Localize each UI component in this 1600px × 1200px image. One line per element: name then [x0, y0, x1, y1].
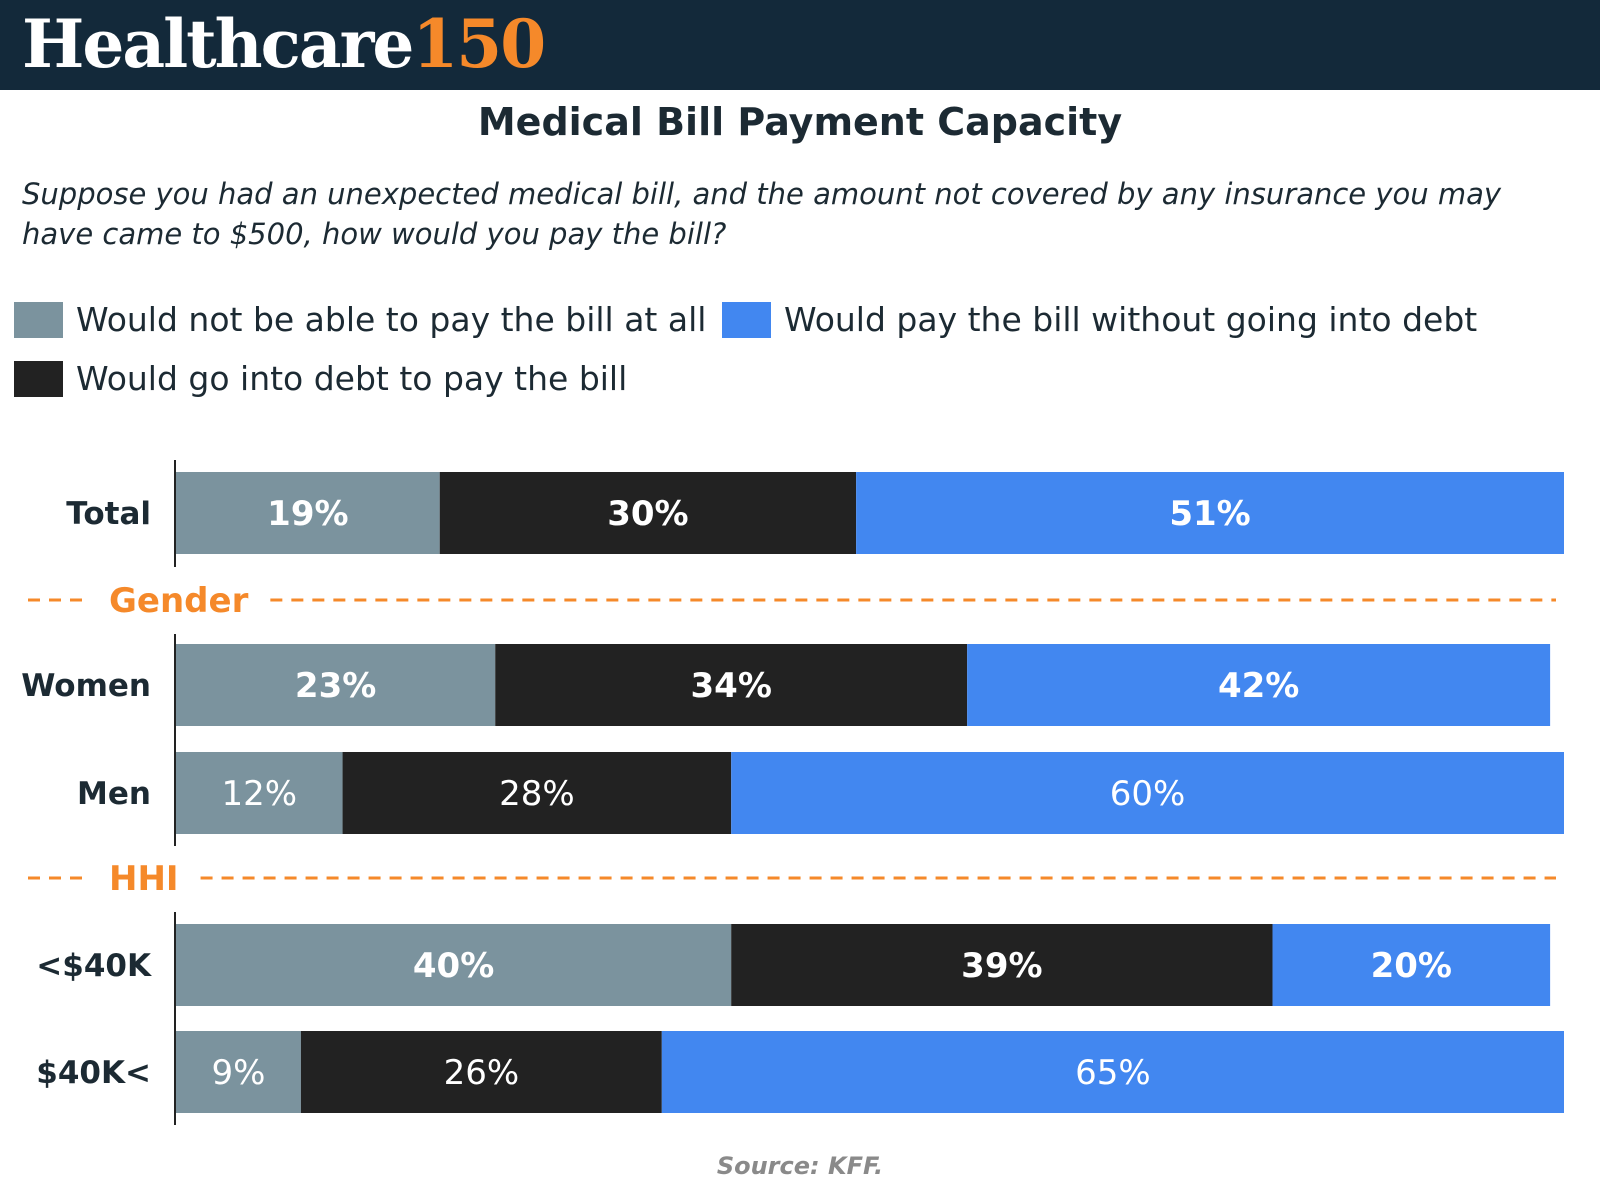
- bar-under-40k-debt: [731, 924, 1273, 1006]
- bar-over-40k-no-debt: [661, 1031, 1564, 1113]
- category-label-over-40k: $40K<: [36, 1055, 151, 1091]
- brand-name: Healthcare: [22, 5, 414, 83]
- brand-number: 150: [412, 5, 546, 83]
- data-label-men-unable: 12%: [221, 774, 297, 814]
- data-label-total-debt: 30%: [607, 494, 688, 534]
- bar-total-no-debt: [856, 472, 1564, 554]
- legend-label-unable: Would not be able to pay the bill at all: [76, 300, 707, 339]
- legend-swatch-unable: [14, 302, 63, 338]
- bar-women-unable: [176, 644, 496, 726]
- data-label-under-40k-unable: 40%: [413, 946, 494, 986]
- category-label-under-40k: <$40K: [36, 948, 152, 984]
- bar-women-debt: [495, 644, 968, 726]
- bar-total-unable: [176, 472, 440, 554]
- bar-total-debt: [439, 472, 857, 554]
- group-label-gender: Gender: [109, 581, 249, 621]
- data-label-under-40k-no-debt: 20%: [1371, 946, 1452, 986]
- bar-women-no-debt: [967, 644, 1551, 726]
- bar-men-no-debt: [731, 752, 1564, 834]
- data-label-men-no-debt: 60%: [1110, 774, 1186, 814]
- legend-label-no-debt: Would pay the bill without going into de…: [784, 300, 1478, 339]
- bar-over-40k-debt: [300, 1031, 662, 1113]
- data-label-over-40k-debt: 26%: [444, 1053, 520, 1093]
- bar-men-unable: [176, 752, 343, 834]
- data-label-women-unable: 23%: [295, 666, 376, 706]
- legend-swatch-debt: [14, 361, 63, 397]
- bar-under-40k-no-debt: [1272, 924, 1551, 1006]
- data-label-total-unable: 19%: [267, 494, 348, 534]
- brand-logo: Healthcare150: [22, 4, 546, 84]
- brand-header: Healthcare150: [0, 0, 1600, 90]
- data-label-women-no-debt: 42%: [1218, 666, 1299, 706]
- data-label-women-debt: 34%: [691, 666, 772, 706]
- chart-title: Medical Bill Payment Capacity: [477, 100, 1123, 144]
- category-label-total: Total: [66, 496, 151, 532]
- bar-men-debt: [342, 752, 732, 834]
- legend-label-debt: Would go into debt to pay the bill: [76, 359, 628, 398]
- data-label-under-40k-debt: 39%: [961, 946, 1042, 986]
- data-label-over-40k-no-debt: 65%: [1075, 1053, 1151, 1093]
- group-label-hhi: HHI: [109, 859, 179, 899]
- bar-under-40k-unable: [176, 924, 732, 1006]
- data-label-over-40k-unable: 9%: [211, 1053, 265, 1093]
- legend-swatch-no-debt: [722, 302, 771, 338]
- bar-over-40k-unable: [176, 1031, 301, 1113]
- data-label-total-no-debt: 51%: [1169, 494, 1250, 534]
- chart-subtitle: Suppose you had an unexpected medical bi…: [22, 177, 1502, 251]
- category-label-women: Women: [21, 668, 151, 704]
- source-note: Source: KFF.: [716, 1152, 884, 1180]
- data-label-men-debt: 28%: [499, 774, 575, 814]
- category-label-men: Men: [77, 776, 151, 812]
